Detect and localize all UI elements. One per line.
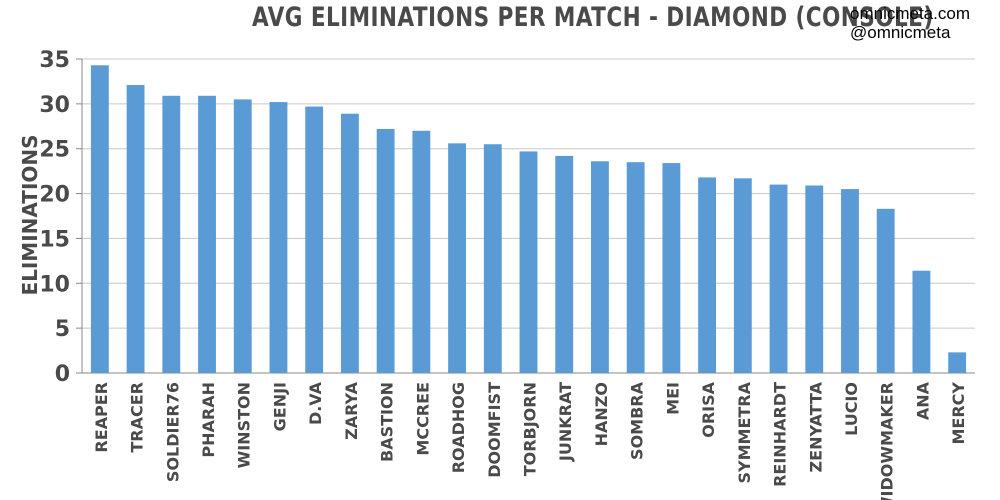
bar-doomfist	[483, 144, 502, 373]
bar-zarya	[340, 113, 359, 374]
bar-soldier76	[162, 95, 181, 373]
y-tick-label: 15	[39, 227, 70, 252]
x-tick-label: ANA	[913, 381, 932, 420]
bar-lucio	[841, 189, 859, 373]
bar-zenyatta	[805, 185, 824, 373]
x-tick-label: JUNKRAT	[556, 382, 575, 462]
y-tick-label: 0	[55, 362, 70, 387]
y-tick-label: 10	[39, 272, 70, 297]
x-tick-label: ROADHOG	[449, 382, 468, 473]
bar-symmetra	[733, 178, 752, 373]
x-tick-label: MCCREE	[413, 382, 432, 456]
bar-pharah	[198, 95, 216, 373]
bar-tracer	[126, 85, 145, 373]
x-tick-label: ZENYATTA	[806, 381, 825, 472]
bar-mccree	[412, 130, 431, 373]
y-tick-label: 20	[39, 183, 70, 208]
watermark-handle: @omnicmeta	[850, 23, 951, 42]
x-axis-labels: REAPER TRACER SOLDIER76 PHARAH WINSTON GENJI D…	[92, 381, 968, 500]
x-tick-label: SYMMETRA	[735, 381, 754, 483]
bar-genji	[269, 102, 288, 373]
bar-mei	[662, 163, 681, 373]
x-tick-label: ORISA	[699, 381, 718, 437]
bar-ana	[912, 270, 931, 373]
bar-reaper	[90, 65, 109, 373]
x-tick-label: D.VA	[306, 381, 325, 425]
y-tick-label: 35	[39, 48, 70, 73]
bar-roadhog	[448, 143, 466, 373]
bar-sombra	[626, 162, 645, 373]
x-tick-label: TRACER	[128, 382, 147, 453]
y-tick-label: 5	[55, 317, 70, 342]
bar-hanzo	[591, 161, 609, 373]
y-tick-label: 30	[39, 93, 70, 118]
x-tick-label: WINSTON	[235, 382, 254, 468]
bar-torbjorn	[519, 151, 538, 373]
x-tick-label: SOLDIER76	[163, 382, 182, 482]
bar-junkrat	[555, 155, 574, 373]
bar-reinhardt	[769, 184, 788, 373]
bar-winston	[233, 99, 252, 373]
x-tick-label: GENJI	[270, 382, 289, 431]
x-tick-label: REAPER	[92, 382, 111, 453]
watermark: omnicmeta.com @omnicmeta	[850, 4, 970, 42]
y-axis-label: ELIMINATIONS	[18, 134, 42, 295]
bar-widowmaker	[876, 208, 895, 373]
x-tick-label: DOOMFIST	[485, 382, 504, 478]
y-tick-label: 25	[39, 138, 70, 163]
bar-orisa	[698, 177, 717, 373]
x-tick-label: REINHARDT	[771, 382, 790, 487]
x-tick-label: HANZO	[592, 382, 611, 446]
watermark-site: omnicmeta.com	[850, 4, 970, 23]
x-tick-label: WIDOWMAKER	[878, 382, 897, 500]
x-tick-label: PHARAH	[199, 382, 218, 458]
x-tick-label: TORBJORN	[521, 382, 540, 476]
bar-d-va	[305, 106, 324, 373]
x-tick-label: SOMBRA	[628, 381, 647, 460]
x-tick-label: ZARYA	[342, 381, 361, 439]
bar-bastion	[376, 128, 395, 373]
x-tick-label: MEI	[663, 382, 682, 415]
bars	[90, 65, 967, 374]
x-tick-label: LUCIO	[842, 382, 861, 436]
bar-mercy	[948, 352, 967, 373]
x-tick-label: MERCY	[949, 382, 968, 445]
x-tick-label: BASTION	[378, 382, 397, 462]
